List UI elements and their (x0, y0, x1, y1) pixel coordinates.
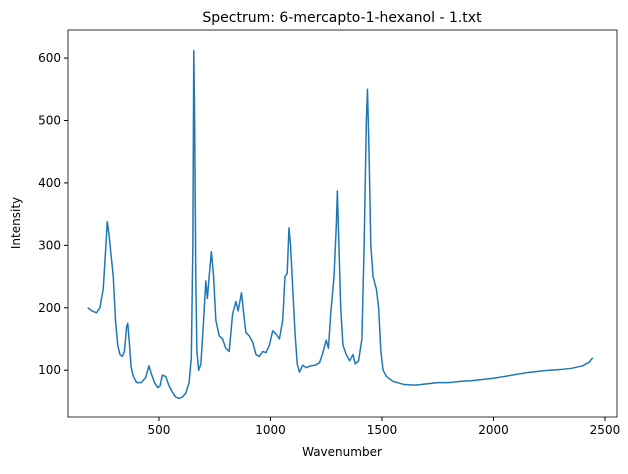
y-tick-label: 100 (38, 363, 61, 377)
y-tick-label: 300 (38, 238, 61, 252)
chart-title: Spectrum: 6-mercapto-1-hexanol - 1.txt (202, 10, 482, 26)
x-tick-label: 2000 (478, 423, 509, 437)
x-axis-label: Wavenumber (302, 445, 382, 459)
y-axis-label: Intensity (9, 197, 23, 249)
y-tick-label: 200 (38, 301, 61, 315)
spectrum-line (87, 49, 594, 400)
x-tick-label: 2500 (590, 423, 621, 437)
y-tick-label: 500 (38, 114, 61, 128)
plot-frame (67, 29, 618, 418)
x-tick-label: 500 (148, 423, 171, 437)
y-tick-label: 600 (38, 51, 61, 65)
y-tick-label: 400 (38, 176, 61, 190)
x-tick-label: 1500 (367, 423, 398, 437)
x-tick-label: 1000 (255, 423, 286, 437)
